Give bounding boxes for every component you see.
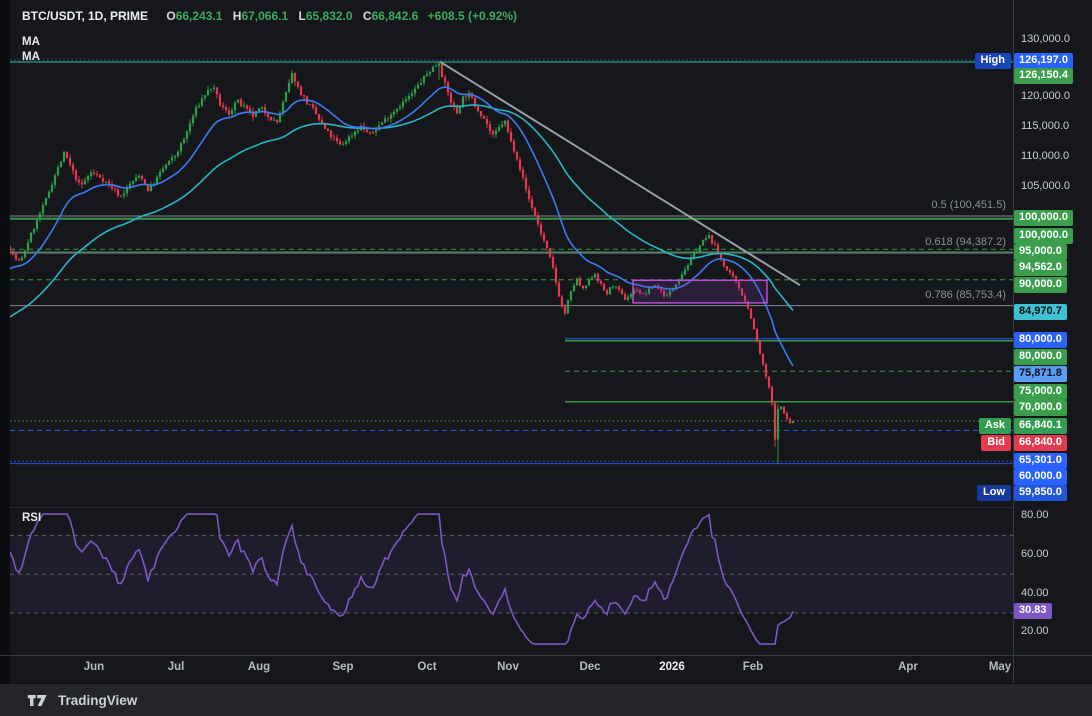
time-axis-label: Feb xyxy=(742,661,764,673)
price-level-badge: 75,000.0 xyxy=(1014,384,1067,400)
price-level-badge: 126,150.4 xyxy=(1014,68,1073,84)
change-value: +608.5 (+0.92%) xyxy=(427,9,518,23)
bottom-toolbar: TradingView xyxy=(0,683,1092,716)
scale-tag-badge: Low xyxy=(977,485,1011,501)
price-level-badge: 70,000.0 xyxy=(1014,400,1067,416)
time-axis-label: Oct xyxy=(417,661,437,673)
scale-tag-badge: Bid xyxy=(981,435,1011,451)
time-axis-label: Sep xyxy=(332,661,354,673)
scale-tag-badge: Ask xyxy=(978,418,1011,434)
price-level-badge: 60,000.0 xyxy=(1014,469,1067,485)
tradingview-logo-icon xyxy=(27,694,47,706)
scale-tick: 40.00 xyxy=(1021,587,1049,599)
scale-tick: 20.00 xyxy=(1021,625,1049,637)
scale-tick: 80.00 xyxy=(1021,509,1049,521)
ma-slow-label[interactable]: MA xyxy=(22,51,40,63)
ma-fast-line xyxy=(10,86,794,367)
rsi-line xyxy=(10,513,794,645)
rsi-band xyxy=(10,535,1013,613)
rsi-indicator-label[interactable]: RSI xyxy=(22,512,42,524)
open-label: O xyxy=(166,9,176,23)
tradingview-brand-link[interactable]: TradingView xyxy=(27,693,137,708)
ma-fast-label[interactable]: MA xyxy=(22,36,40,48)
low-value: 65,832.0 xyxy=(305,9,353,23)
scale-tag-badge: High xyxy=(974,53,1011,69)
chart-legend: BTC/USDT, 1D, PRIME O66,243.1 H67,066.1 … xyxy=(22,9,517,23)
rsi-pane xyxy=(10,513,1013,645)
price-level-badge: 59,850.0 xyxy=(1014,485,1067,501)
time-axis-label: Jul xyxy=(167,661,185,673)
high-label: H xyxy=(232,9,242,23)
close-label: C xyxy=(362,9,372,23)
fib-level-label: 0.618 (94,387.2) xyxy=(925,236,1006,248)
time-axis-label: Apr xyxy=(898,661,918,673)
time-axis[interactable]: Jun Jul Aug Sep Oct Nov Dec 2026 Feb Apr May xyxy=(0,655,1013,683)
descending-trendline xyxy=(439,60,801,287)
price-level-badge: 100,000.0 xyxy=(1014,228,1073,244)
scale-tick: 110,000.0 xyxy=(1021,150,1070,162)
brand-text: TradingView xyxy=(58,692,138,708)
scale-tick: 115,000.0 xyxy=(1021,120,1070,132)
price-level-badge: 126,197.0 xyxy=(1014,53,1073,69)
fib-level-label: 0.5 (100,451.5) xyxy=(931,199,1006,211)
price-level-badge: 80,000.0 xyxy=(1014,332,1067,348)
candles-layer xyxy=(10,61,795,464)
scale-tick: 120,000.0 xyxy=(1021,90,1070,102)
price-level-badge: 84,970.7 xyxy=(1014,304,1067,320)
time-axis-label: 2026 xyxy=(659,661,685,673)
scale-tick: 105,000.0 xyxy=(1021,180,1070,192)
price-level-badge: 65,301.0 xyxy=(1014,453,1067,469)
rsi-scale[interactable]: 80.00 60.00 40.00 30.83 20.00 xyxy=(1013,0,1092,716)
close-value: 66,842.6 xyxy=(371,9,419,23)
price-level-badge: 66,840.0 xyxy=(1014,435,1067,451)
time-axis-label: May xyxy=(988,661,1012,673)
price-level-badge: 30.83 xyxy=(1014,603,1052,619)
price-level-badge: 94,562.0 xyxy=(1014,260,1067,276)
scale-tick: 60.00 xyxy=(1021,548,1049,560)
price-level-badge: 100,000.0 xyxy=(1014,210,1073,226)
price-pane xyxy=(10,59,1013,465)
price-level-badge: 75,871.8 xyxy=(1014,366,1067,382)
price-level-badge: 95,000.0 xyxy=(1014,244,1067,260)
ma-slow-line xyxy=(10,104,794,318)
time-axis-label: Nov xyxy=(497,661,519,673)
high-value: 67,066.1 xyxy=(241,9,289,23)
price-level-badge: 90,000.0 xyxy=(1014,277,1067,293)
price-scale[interactable]: 130,000.0 High 126,197.0 126,150.4 120,000.0… xyxy=(974,0,1092,716)
time-axis-label: Dec xyxy=(579,661,601,673)
price-level-badge: 66,840.1 xyxy=(1014,418,1067,434)
time-axis-label: Aug xyxy=(247,661,271,673)
price-level-badge: 80,000.0 xyxy=(1014,349,1067,365)
symbol-title[interactable]: BTC/USDT, 1D, PRIME xyxy=(22,9,149,23)
fib-level-label: 0.786 (85,753.4) xyxy=(925,289,1006,301)
scale-tick: 130,000.0 xyxy=(1021,33,1070,45)
consolidation-box xyxy=(632,279,768,304)
time-axis-label: Jun xyxy=(83,661,105,673)
open-value: 66,243.1 xyxy=(175,9,223,23)
low-label: L xyxy=(298,9,306,23)
